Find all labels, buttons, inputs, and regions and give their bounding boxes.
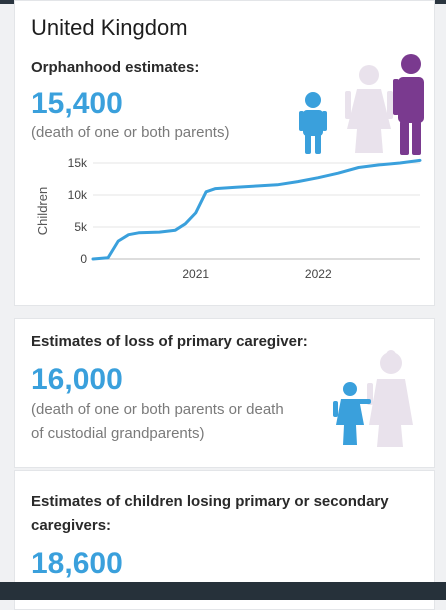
orphanhood-card: United Kingdom Orphanhood estimates: 15,… (14, 0, 435, 306)
father-icon (393, 54, 424, 155)
mother-icon (345, 65, 393, 153)
y-tick-label: 10k (68, 188, 88, 202)
primary-caregiver-value: 16,000 (31, 363, 123, 396)
bottom-nav-bar (0, 582, 446, 600)
family-icon (299, 54, 424, 155)
y-tick-label: 15k (68, 156, 88, 170)
x-tick-label: 2021 (182, 267, 209, 281)
orphanhood-value: 15,400 (31, 87, 123, 120)
grandparent-child-icon (333, 350, 413, 447)
grandparent-icon (367, 350, 413, 447)
primary-caregiver-card: Estimates of loss of primary caregiver: … (14, 318, 435, 468)
child-icon (299, 92, 327, 154)
country-title: United Kingdom (31, 15, 188, 40)
orphanhood-note: (death of one or both parents) (31, 124, 230, 141)
primary-secondary-value: 18,600 (31, 547, 123, 580)
orphanhood-label: Orphanhood estimates: (31, 59, 200, 76)
x-tick-label: 2022 (305, 267, 332, 281)
primary-secondary-label-line2: caregivers: (31, 517, 112, 534)
y-axis-label: Children (35, 187, 50, 235)
primary-secondary-label-line1: Estimates of children losing primary or … (31, 493, 389, 510)
primary-caregiver-note-line1: (death of one or both parents or death (31, 401, 284, 418)
y-tick-label: 5k (74, 220, 88, 234)
primary-caregiver-label: Estimates of loss of primary caregiver: (31, 333, 308, 350)
y-tick-label: 0 (80, 252, 87, 266)
child-icon (333, 382, 371, 445)
orphanhood-line-chart: 0 5k 10k 15k 2021 2022 Children (35, 156, 422, 281)
primary-caregiver-note-line2: of custodial grandparents) (31, 425, 205, 442)
series-line (91, 158, 422, 261)
